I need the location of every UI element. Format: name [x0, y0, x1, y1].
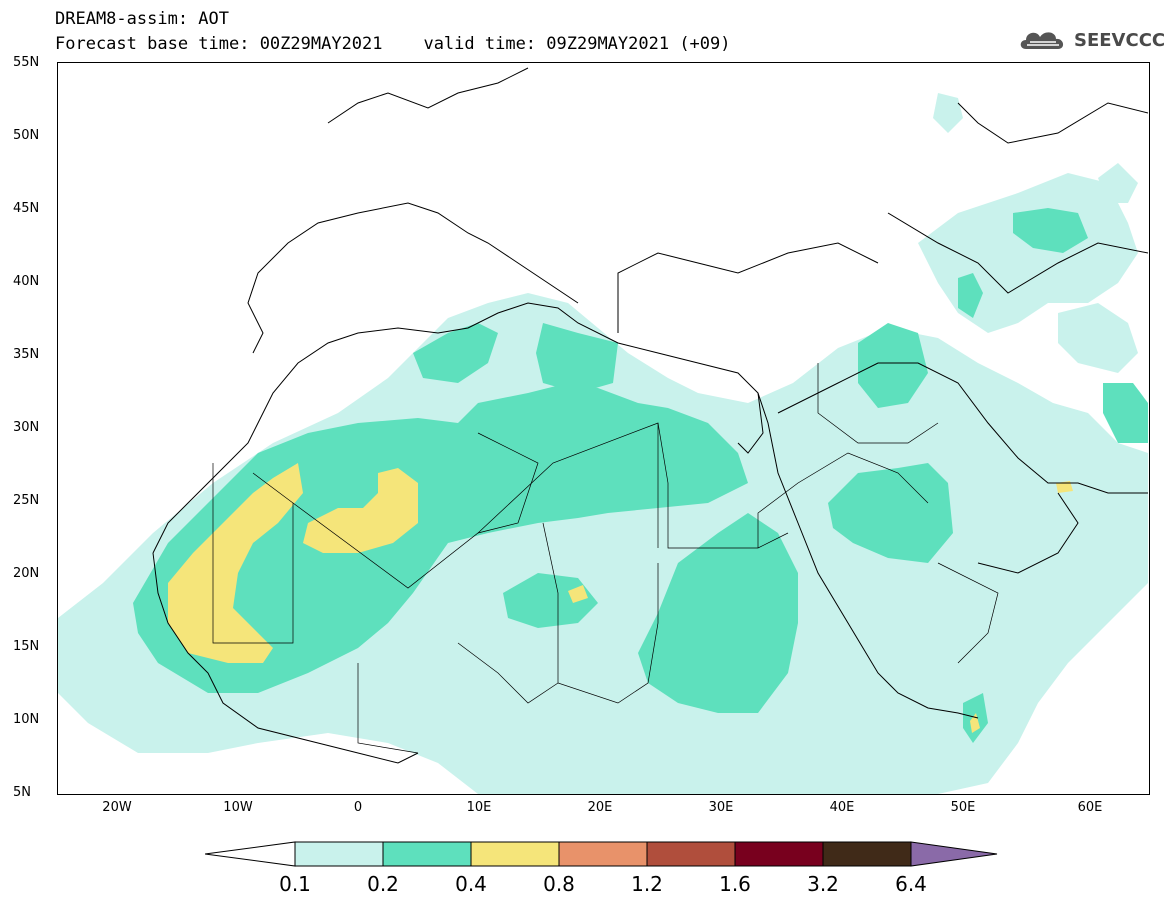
lon-label-0: 0 — [353, 800, 363, 815]
coastlines — [152, 67, 1149, 764]
colorbar-label: 0.1 — [279, 872, 311, 896]
lon-label-40e: 40E — [829, 800, 855, 815]
colorbar-over-triangle — [910, 841, 998, 867]
lat-label-45n: 45N — [13, 201, 40, 216]
colorbar-swatch-2 — [382, 841, 472, 867]
colorbar-under-triangle — [205, 841, 296, 867]
colorbar-swatch-7 — [822, 841, 912, 867]
lon-label-20e: 20E — [587, 800, 613, 815]
colorbar-swatch-6 — [734, 841, 824, 867]
colorbar-label: 0.2 — [367, 872, 399, 896]
colorbar-label: 1.2 — [631, 872, 663, 896]
lon-label-20w: 20W — [102, 800, 132, 815]
aot-map[interactable] — [57, 62, 1150, 795]
logo-text: SEEVCCC — [1074, 29, 1165, 51]
lat-label-55n: 55N — [13, 55, 40, 70]
colorbar — [205, 841, 998, 867]
lat-label-25n: 25N — [13, 493, 40, 508]
lat-label-35n: 35N — [13, 347, 40, 362]
lon-label-50e: 50E — [950, 800, 976, 815]
map-title: DREAM8-assim: AOT — [55, 9, 229, 29]
lat-label-30n: 30N — [13, 420, 40, 435]
lat-label-10n: 10N — [13, 712, 40, 727]
colorbar-swatch-1 — [294, 841, 384, 867]
lat-label-15n: 15N — [13, 639, 40, 654]
lat-label-20n: 20N — [13, 566, 40, 581]
seevccc-logo: SEEVCCC — [1018, 27, 1165, 53]
lat-label-5n: 5N — [13, 785, 31, 800]
cloud-icon — [1020, 32, 1064, 49]
colorbar-label: 0.8 — [543, 872, 575, 896]
colorbar-swatch-5 — [646, 841, 736, 867]
map-time-info: Forecast base time: 00Z29MAY2021 valid t… — [55, 34, 731, 54]
lon-label-10e: 10E — [466, 800, 492, 815]
lat-label-40n: 40N — [13, 274, 40, 289]
lon-label-60e: 60E — [1077, 800, 1103, 815]
country-borders — [212, 363, 999, 754]
colorbar-label: 1.6 — [719, 872, 751, 896]
colorbar-swatch-4 — [558, 841, 648, 867]
colorbar-label: 6.4 — [895, 872, 927, 896]
colorbar-label: 0.4 — [455, 872, 487, 896]
lon-label-30e: 30E — [708, 800, 734, 815]
aot-band-0.2-0.4 — [133, 208, 1148, 743]
lon-label-10w: 10W — [223, 800, 253, 815]
colorbar-label: 3.2 — [807, 872, 839, 896]
lat-label-50n: 50N — [13, 128, 40, 143]
colorbar-swatch-3 — [470, 841, 560, 867]
